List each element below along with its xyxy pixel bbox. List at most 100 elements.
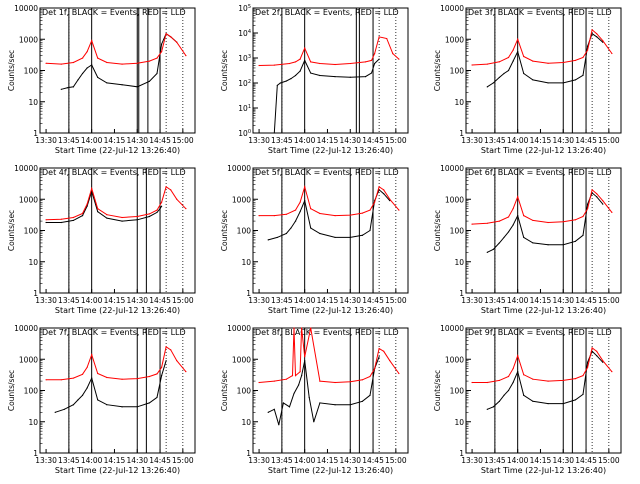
data-point-lld (611, 371, 613, 373)
data-point-lld (512, 49, 514, 51)
x-tick-label: 15:00 (598, 456, 620, 465)
data-point-lld (156, 373, 158, 375)
x-tick-label: 14:00 (507, 136, 529, 145)
data-point-events (486, 86, 488, 88)
data-point-lld (106, 376, 108, 379)
data-point-events (121, 406, 123, 408)
data-point-events (370, 72, 373, 74)
panel-3: Det 3f, BLACK = Events, RED = LLD 13:30 13… (433, 4, 622, 155)
data-point-events (498, 242, 501, 244)
data-point-events (63, 408, 65, 410)
data-point-events (523, 72, 525, 75)
data-point-lld (373, 201, 376, 203)
data-point-lld (602, 200, 604, 202)
x-tick-label: 14:15 (317, 296, 339, 305)
y-tick-label: 10000 (227, 164, 251, 173)
data-point-lld (148, 375, 151, 378)
y-axis-label: Counts/sec (7, 370, 16, 411)
data-point-events (60, 88, 62, 90)
data-point-lld (334, 381, 336, 384)
panel-frame (39, 167, 196, 294)
data-point-events (86, 205, 88, 207)
data-point-lld (532, 219, 534, 222)
series-line-lld (46, 186, 187, 221)
data-point-lld (160, 51, 163, 53)
data-point-lld (160, 366, 163, 368)
data-point-lld (486, 381, 488, 384)
data-point-lld (602, 40, 604, 42)
panel-5: Det 5f, BLACK = Events, RED = LLD 13:30 13… (220, 164, 409, 315)
data-point-events (267, 411, 269, 413)
data-point-events (278, 424, 280, 426)
x-tick-label: 14:15 (104, 136, 126, 145)
data-point-events (273, 408, 275, 410)
data-point-events (299, 70, 301, 72)
data-point-lld (373, 368, 376, 370)
data-point-lld (364, 61, 367, 63)
data-point-lld (288, 62, 291, 65)
data-point-lld (319, 62, 321, 65)
data-point-events (304, 59, 306, 62)
y-tick-label: 10 (454, 418, 464, 427)
data-point-lld (106, 214, 108, 216)
data-point-lld (304, 47, 306, 49)
data-point-lld (562, 221, 564, 223)
y-tick-label: 100 (24, 227, 39, 236)
data-point-events (319, 74, 321, 77)
data-point-events (361, 234, 364, 236)
y-tick-label: 1000 (19, 355, 38, 364)
data-point-lld (532, 378, 534, 380)
data-point-events (547, 244, 549, 246)
data-point-events (273, 132, 275, 134)
y-tick-label: 101 (238, 104, 251, 113)
y-tick-label: 1000 (232, 195, 251, 204)
data-point-events (334, 76, 336, 78)
x-tick-label: 13:45 (271, 456, 293, 465)
panel-title: Det 7f, BLACK = Events, RED = LLD (42, 328, 186, 337)
panel-frame (252, 327, 409, 454)
y-axis-label: Counts/sec (220, 370, 229, 411)
data-point-lld (293, 327, 295, 329)
data-point-lld (512, 208, 514, 210)
data-point-lld (304, 186, 306, 188)
data-point-lld (512, 368, 514, 370)
data-point-lld (517, 38, 519, 40)
data-point-lld (60, 218, 62, 220)
data-point-lld (291, 374, 294, 377)
series-line-lld (472, 28, 613, 66)
data-point-lld (72, 377, 75, 379)
data-point-lld (165, 186, 167, 188)
panel-2: Det 2f, BLACK = Events, RED = LLD 13:30 13… (220, 4, 409, 155)
data-point-events (602, 41, 604, 43)
x-axis-label: Start Time (22-Jul-12 13:26:40) (268, 306, 393, 315)
x-tick-label: 13:45 (58, 296, 80, 305)
data-point-events (91, 377, 93, 379)
y-tick-label: 10000 (440, 324, 464, 333)
x-axis-label: Start Time (22-Jul-12 13:26:40) (55, 146, 180, 155)
data-point-lld (91, 187, 93, 190)
y-tick-label: 100 (237, 387, 252, 396)
y-tick-label: 1 (459, 449, 464, 458)
y-tick-label: 10 (241, 418, 251, 427)
data-point-lld (378, 186, 380, 188)
x-tick-label: 14:15 (530, 136, 552, 145)
data-point-lld (582, 374, 584, 377)
data-point-events (349, 76, 351, 78)
data-point-lld (373, 52, 376, 55)
data-point-lld (136, 215, 138, 218)
x-tick-label: 14:00 (294, 136, 316, 145)
data-point-lld (586, 49, 589, 51)
data-point-events (532, 79, 534, 81)
data-point-lld (81, 373, 84, 375)
data-point-events (512, 381, 514, 384)
series-line-lld (259, 36, 400, 66)
x-tick-label: 14:30 (126, 456, 148, 465)
data-point-lld (596, 350, 598, 352)
data-point-events (304, 360, 306, 362)
data-point-lld (574, 219, 577, 221)
data-point-events (148, 80, 151, 82)
data-point-events (45, 221, 47, 224)
data-point-events (349, 236, 351, 239)
x-tick-label: 13:30 (461, 456, 483, 465)
x-tick-label: 14:15 (317, 456, 339, 465)
